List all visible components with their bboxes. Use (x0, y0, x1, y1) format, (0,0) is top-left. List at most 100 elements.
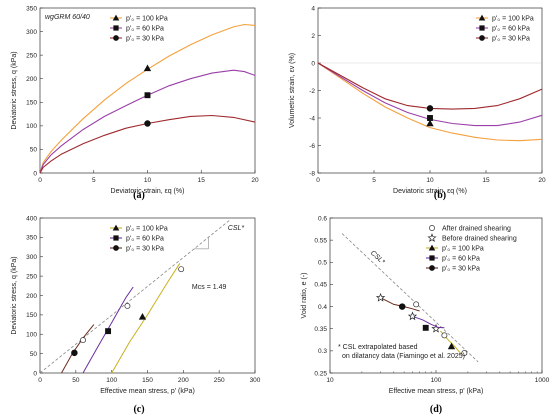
y-tick-label: 0.3 (318, 348, 327, 355)
legend-marker (429, 255, 435, 261)
chart-panel: 0 5 10 15 20050100150200250300350Deviatoric … (11, 5, 259, 201)
y-axis-label: Volumetric strain, εv (%) (289, 53, 296, 128)
y-tick-label: 0.25 (314, 370, 327, 377)
y-tick-label: 50 (30, 351, 38, 358)
series-line (61, 324, 95, 374)
y-tick-label: 50 (30, 147, 38, 154)
y-tick-label: -8 (309, 170, 315, 177)
x-tick-label: 15 (482, 177, 490, 184)
peak-marker (178, 266, 185, 273)
x-tick-label: 0 (316, 177, 320, 184)
x-tick-label: 100 (106, 377, 117, 384)
chart-panel: 0 5 10 15 20 -8 -6 -4 -2 0 2 4 Deviatoric strain, εq… (289, 5, 546, 201)
series-marker (447, 342, 456, 350)
y-tick-label: 300 (26, 29, 37, 36)
y-tick-label: 0.45 (314, 282, 327, 289)
y-tick-label: 2 (311, 33, 315, 40)
legend-label: p'₀ = 30 kPa (126, 246, 164, 253)
y-tick-label: 350 (26, 5, 37, 12)
peak-marker (124, 303, 131, 309)
x-axis-label: Deviatoric strain, εq (%) (393, 188, 467, 195)
x-tick-label: 15 (198, 177, 206, 184)
plot-frame (39, 7, 256, 174)
y-tick-label: 100 (26, 332, 37, 339)
y-tick-label: 0 (311, 60, 315, 67)
x-tick-label: 300 (250, 377, 261, 384)
material-annotation: wgGRM 60/40 (45, 14, 90, 21)
legend: p'₀ = 100 kPa p'₀ = 60 kPa p'₀ = 30 kPa (110, 14, 168, 43)
before-marker (407, 311, 418, 321)
panel-label: (c) (133, 404, 144, 415)
x-tick-label: 10 (144, 177, 152, 184)
after-marker (461, 350, 468, 357)
series-marker (105, 328, 112, 335)
after-marker (413, 301, 420, 308)
y-tick-label: 250 (26, 273, 37, 280)
legend-label: p'₀ = 60 kPa (492, 26, 530, 33)
panel-label: (d) (430, 404, 442, 415)
series-marker (138, 312, 147, 320)
legend-label: p'₀ = 30 kPa (442, 266, 480, 273)
y-tick-label: 250 (26, 52, 37, 59)
y-tick-label: 0.55 (314, 237, 327, 244)
x-tick-label: 0 (38, 377, 42, 384)
legend-marker (478, 14, 486, 21)
legend-label: p'₀ = 30 kPa (492, 36, 530, 43)
legend-label: p'₀ = 60 kPa (126, 26, 164, 33)
legend-after-icon (429, 225, 435, 231)
legend-marker (113, 235, 119, 241)
footnote-line: * CSL extrapolated based (338, 344, 418, 351)
before-marker (375, 292, 386, 302)
x-tick-label: 1000 (535, 377, 550, 384)
legend-marker (113, 245, 119, 251)
x-tick-label: 20 (251, 177, 259, 184)
x-tick-label: 100 (431, 377, 442, 384)
legend-label: p'₀ = 100 kPa (442, 246, 484, 253)
y-tick-label: 150 (26, 100, 37, 107)
plot-frame (317, 7, 543, 174)
y-tick-label: 0 (33, 370, 37, 377)
series-line (39, 23, 256, 174)
series-marker (71, 349, 78, 357)
y-tick-label: 350 (26, 235, 37, 242)
series-line (82, 286, 134, 374)
series-line (39, 69, 256, 174)
legend-marker (113, 25, 119, 31)
y-tick-label: 300 (26, 254, 37, 261)
series-marker (426, 119, 434, 127)
y-tick-label: -2 (309, 88, 315, 95)
x-tick-label: 200 (178, 377, 189, 384)
csl-label: CSL* (228, 225, 245, 232)
series-marker (398, 303, 406, 310)
legend-marker (479, 35, 485, 41)
panel-label: (a) (133, 190, 145, 201)
x-tick-label: 5 (92, 177, 96, 184)
y-axis-label: Void ratio, e (-) (301, 273, 308, 319)
y-tick-label: 4 (311, 5, 315, 12)
legend-label: p'₀ = 100 kPa (126, 226, 168, 233)
legend-before-label: Before drained shearing (442, 236, 517, 243)
panel-label: (b) (434, 190, 446, 201)
series-marker (426, 105, 434, 112)
series-line (412, 315, 445, 329)
y-tick-label: 0.6 (318, 215, 327, 222)
legend-marker (479, 25, 485, 31)
y-tick-label: 100 (26, 123, 37, 130)
y-tick-label: 150 (26, 312, 37, 319)
legend-marker (429, 265, 435, 271)
y-tick-label: 0.35 (314, 326, 327, 333)
y-tick-label: 200 (26, 293, 37, 300)
x-tick-label: 150 (142, 377, 153, 384)
legend-after-label: After drained shearing (442, 226, 511, 233)
legend-before-icon (427, 233, 437, 242)
series-marker (143, 64, 152, 72)
legend-marker (112, 14, 120, 21)
x-tick-label: 0 (38, 177, 42, 184)
x-axis-label: Effective mean stress, p' (kPa) (389, 388, 484, 395)
legend-label: p'₀ = 100 kPa (126, 16, 168, 23)
csl-label: CSL* (369, 250, 386, 266)
y-tick-label: 0.5 (318, 260, 327, 267)
legend-label: p'₀ = 60 kPa (442, 256, 480, 263)
y-axis-label: Deviatoric stress, q (kPa) (11, 256, 18, 334)
y-tick-label: 0 (33, 170, 37, 177)
